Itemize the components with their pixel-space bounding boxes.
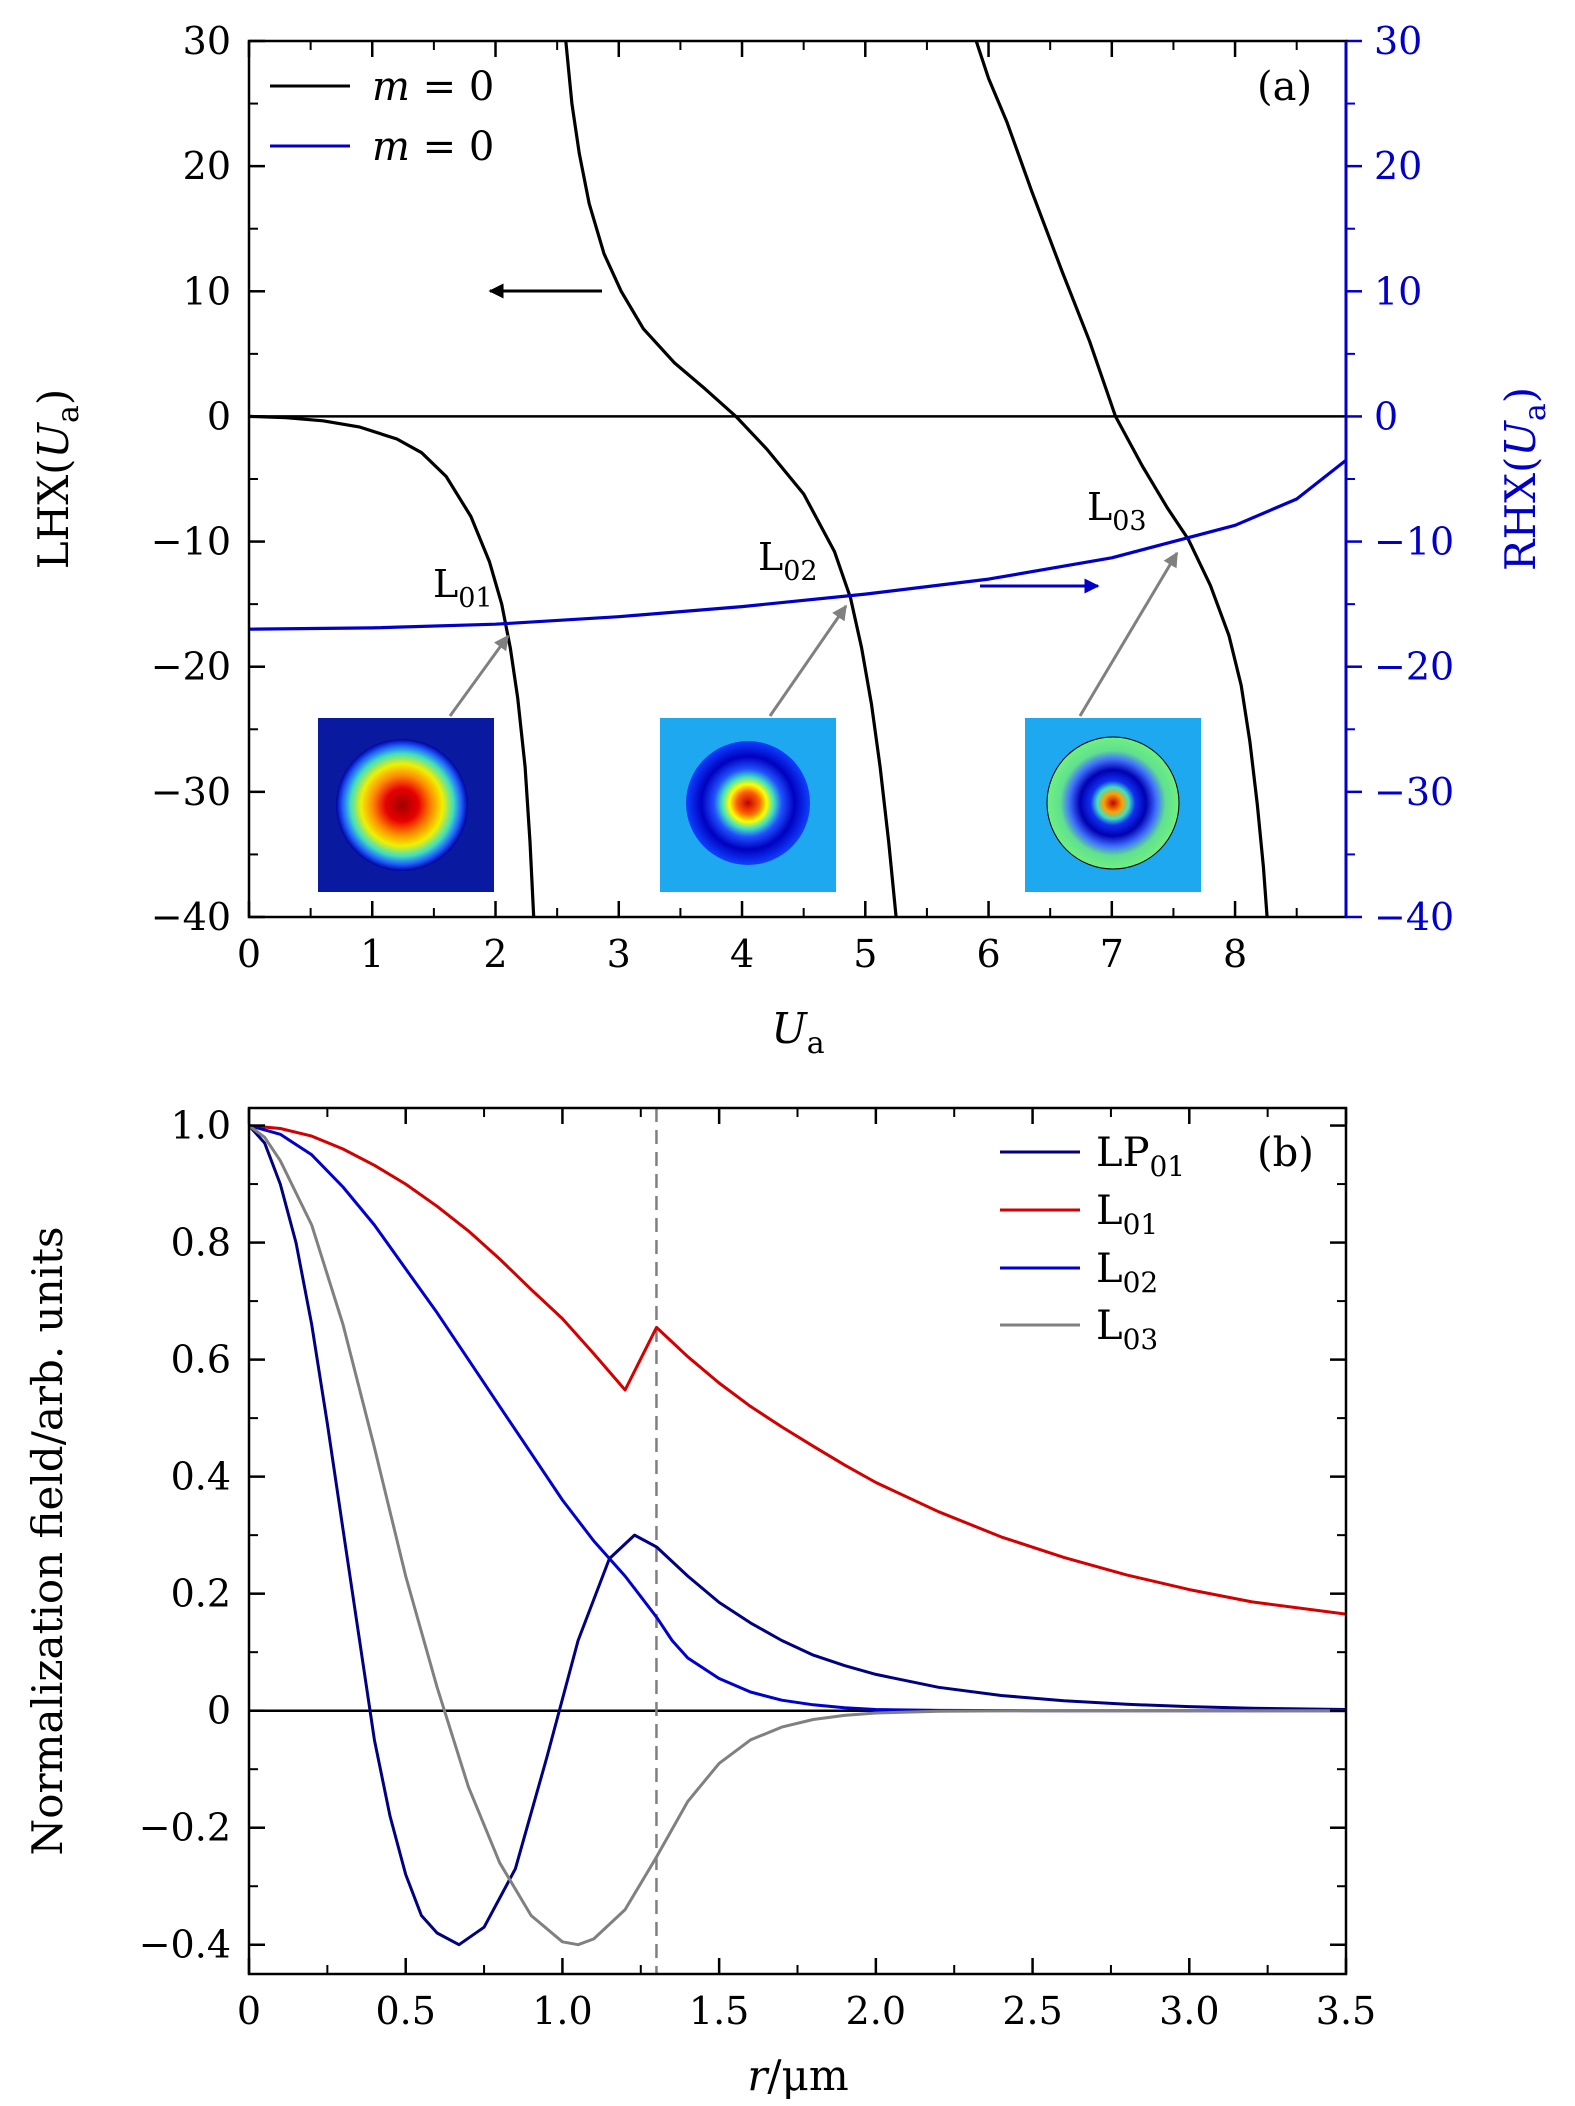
panel-b-xtick-label: 3.0	[1159, 1989, 1219, 2033]
panel-a-ytick-label-left: 20	[183, 144, 231, 188]
legend-b-label-l02: L02	[1096, 1246, 1158, 1299]
series-b-l03	[249, 1124, 1346, 1947]
panel-a-ytick-label-right: −40	[1374, 895, 1454, 939]
panel-a-xtick-label: 8	[1223, 932, 1247, 976]
panel-b-ytick-label: 0.6	[171, 1338, 231, 1382]
inset-l02	[660, 718, 836, 892]
panel-a-xtick-label: 7	[1100, 932, 1124, 976]
panel-b-ytick-label: 0.4	[171, 1455, 231, 1499]
panel-a-ytick-label-left: 10	[183, 269, 231, 313]
panel-b-plot-area	[249, 1108, 1346, 1974]
series-a-lhx-branch-3	[974, 41, 1269, 917]
legend-a-label-black: m = 0	[372, 64, 494, 110]
panel-a-xlabel: Ua	[771, 1004, 824, 1061]
series-a-rhx	[249, 458, 1346, 631]
series-b-l01	[249, 1124, 1346, 1616]
panel-b-xtick-label: 0	[237, 1989, 261, 2033]
panel-b: 0 0.5 1.0 1.5 2.0 2.5 3.0 3.51.00.80.60.40.20−0…	[23, 1104, 1376, 2100]
panel-b-ylabel: Normalization field/arb. units	[23, 1226, 72, 1855]
panel-a-ytick-label-left: −40	[151, 895, 231, 939]
panel-a-xtick-label: 1	[360, 932, 384, 976]
panel-a-ytick-label-right: −10	[1374, 520, 1454, 564]
panel-a-tag: (a)	[1257, 64, 1312, 110]
panel-a-curves	[249, 41, 1346, 917]
panel-a-ytick-label-left: −20	[151, 645, 231, 689]
panel-a-ytick-label-right: 0	[1374, 394, 1398, 438]
panel-a-ytick-label-left: 30	[183, 19, 231, 63]
panel-a-xtick-label: 0	[237, 932, 261, 976]
series-a-lhx-branch-2	[564, 41, 898, 917]
series-b-lp01	[249, 1124, 1346, 1947]
legend-b-label-lp01: LP01	[1096, 1130, 1185, 1183]
l01-pointer-arrow	[448, 634, 510, 717]
series-a-lhx-branch-1	[249, 414, 536, 917]
panel-a-ytick-label-right: 10	[1374, 269, 1422, 313]
series-b-l02	[249, 1124, 1346, 1713]
panel-a-ytick-label-left: −30	[151, 770, 231, 814]
panel-b-legend: LP01 L01 L02 L03	[1000, 1130, 1185, 1356]
panel-b-ticks: 0 0.5 1.0 1.5 2.0 2.5 3.0 3.51.00.80.60.40.20−0…	[139, 1104, 1377, 2033]
panel-b-xtick-label: 3.5	[1316, 1989, 1376, 2033]
panel-a-xtick-label: 4	[730, 932, 754, 976]
panel-a-xtick-label: 3	[607, 932, 631, 976]
panel-b-ytick-label: 0	[207, 1689, 231, 1733]
panel-a-xtick-label: 2	[483, 932, 507, 976]
panel-a-ytick-label-right: −30	[1374, 770, 1454, 814]
panel-a-ytick-label-left: −10	[151, 520, 231, 564]
panel-b-tag: (b)	[1257, 1130, 1314, 1176]
panel-a: 0 1 2 3 4 5 6 7 8 30 30 20 20 10 10 0 0 −10 −10 −20 −20 −30 −3…	[29, 19, 1553, 1061]
panel-b-xlabel: r/μm	[747, 2051, 848, 2100]
panel-a-ytick-label-right: −20	[1374, 645, 1454, 689]
panel-a-ytick-label-right: 30	[1374, 19, 1422, 63]
panel-b-xtick-label: 1.5	[689, 1989, 749, 2033]
panel-b-frame	[247, 1106, 1348, 1976]
panel-a-ylabel-right: RHX(Ua)	[1496, 387, 1553, 571]
mode-label-l03: L03	[1087, 485, 1147, 537]
l02-pointer-arrow	[768, 604, 848, 717]
panel-a-legend: m = 0 m = 0	[270, 64, 494, 170]
inset-l01	[318, 718, 494, 892]
panel-b-curves	[249, 1108, 1346, 1974]
panel-a-xtick-label: 6	[976, 932, 1000, 976]
mode-label-l02: L02	[758, 535, 818, 587]
panel-b-xtick-label: 2.5	[1002, 1989, 1062, 2033]
panel-a-plot-area	[249, 41, 1346, 917]
panel-b-ytick-label: 0.2	[171, 1572, 231, 1616]
panel-a-ytick-label-right: 20	[1374, 144, 1422, 188]
panel-b-xtick-label: 2.0	[846, 1989, 906, 2033]
legend-a-label-blue: m = 0	[372, 124, 494, 170]
mode-label-l01: L01	[433, 562, 493, 614]
panel-a-ylabel-left: LHX(Ua)	[29, 389, 86, 570]
panel-b-ytick-label: 1.0	[171, 1104, 231, 1148]
legend-b-label-l01: L01	[1096, 1188, 1158, 1241]
panel-b-ytick-label: −0.2	[139, 1806, 231, 1850]
panel-b-ytick-label: 0.8	[171, 1221, 231, 1265]
panel-a-ticks: 0 1 2 3 4 5 6 7 8 30 30 20 20 10 10 0 0 −10 −10 −20 −20 −30 −3…	[151, 19, 1454, 976]
panel-b-xtick-label: 0.5	[375, 1989, 435, 2033]
panel-a-xtick-label: 5	[853, 932, 877, 976]
legend-b-label-l03: L03	[1096, 1303, 1158, 1356]
panel-b-xtick-label: 1.0	[532, 1989, 592, 2033]
panel-a-ytick-label-left: 0	[207, 394, 231, 438]
l03-pointer-arrow	[1078, 551, 1179, 717]
panel-b-ytick-label: −0.4	[139, 1923, 231, 1967]
inset-l03	[1025, 718, 1201, 892]
